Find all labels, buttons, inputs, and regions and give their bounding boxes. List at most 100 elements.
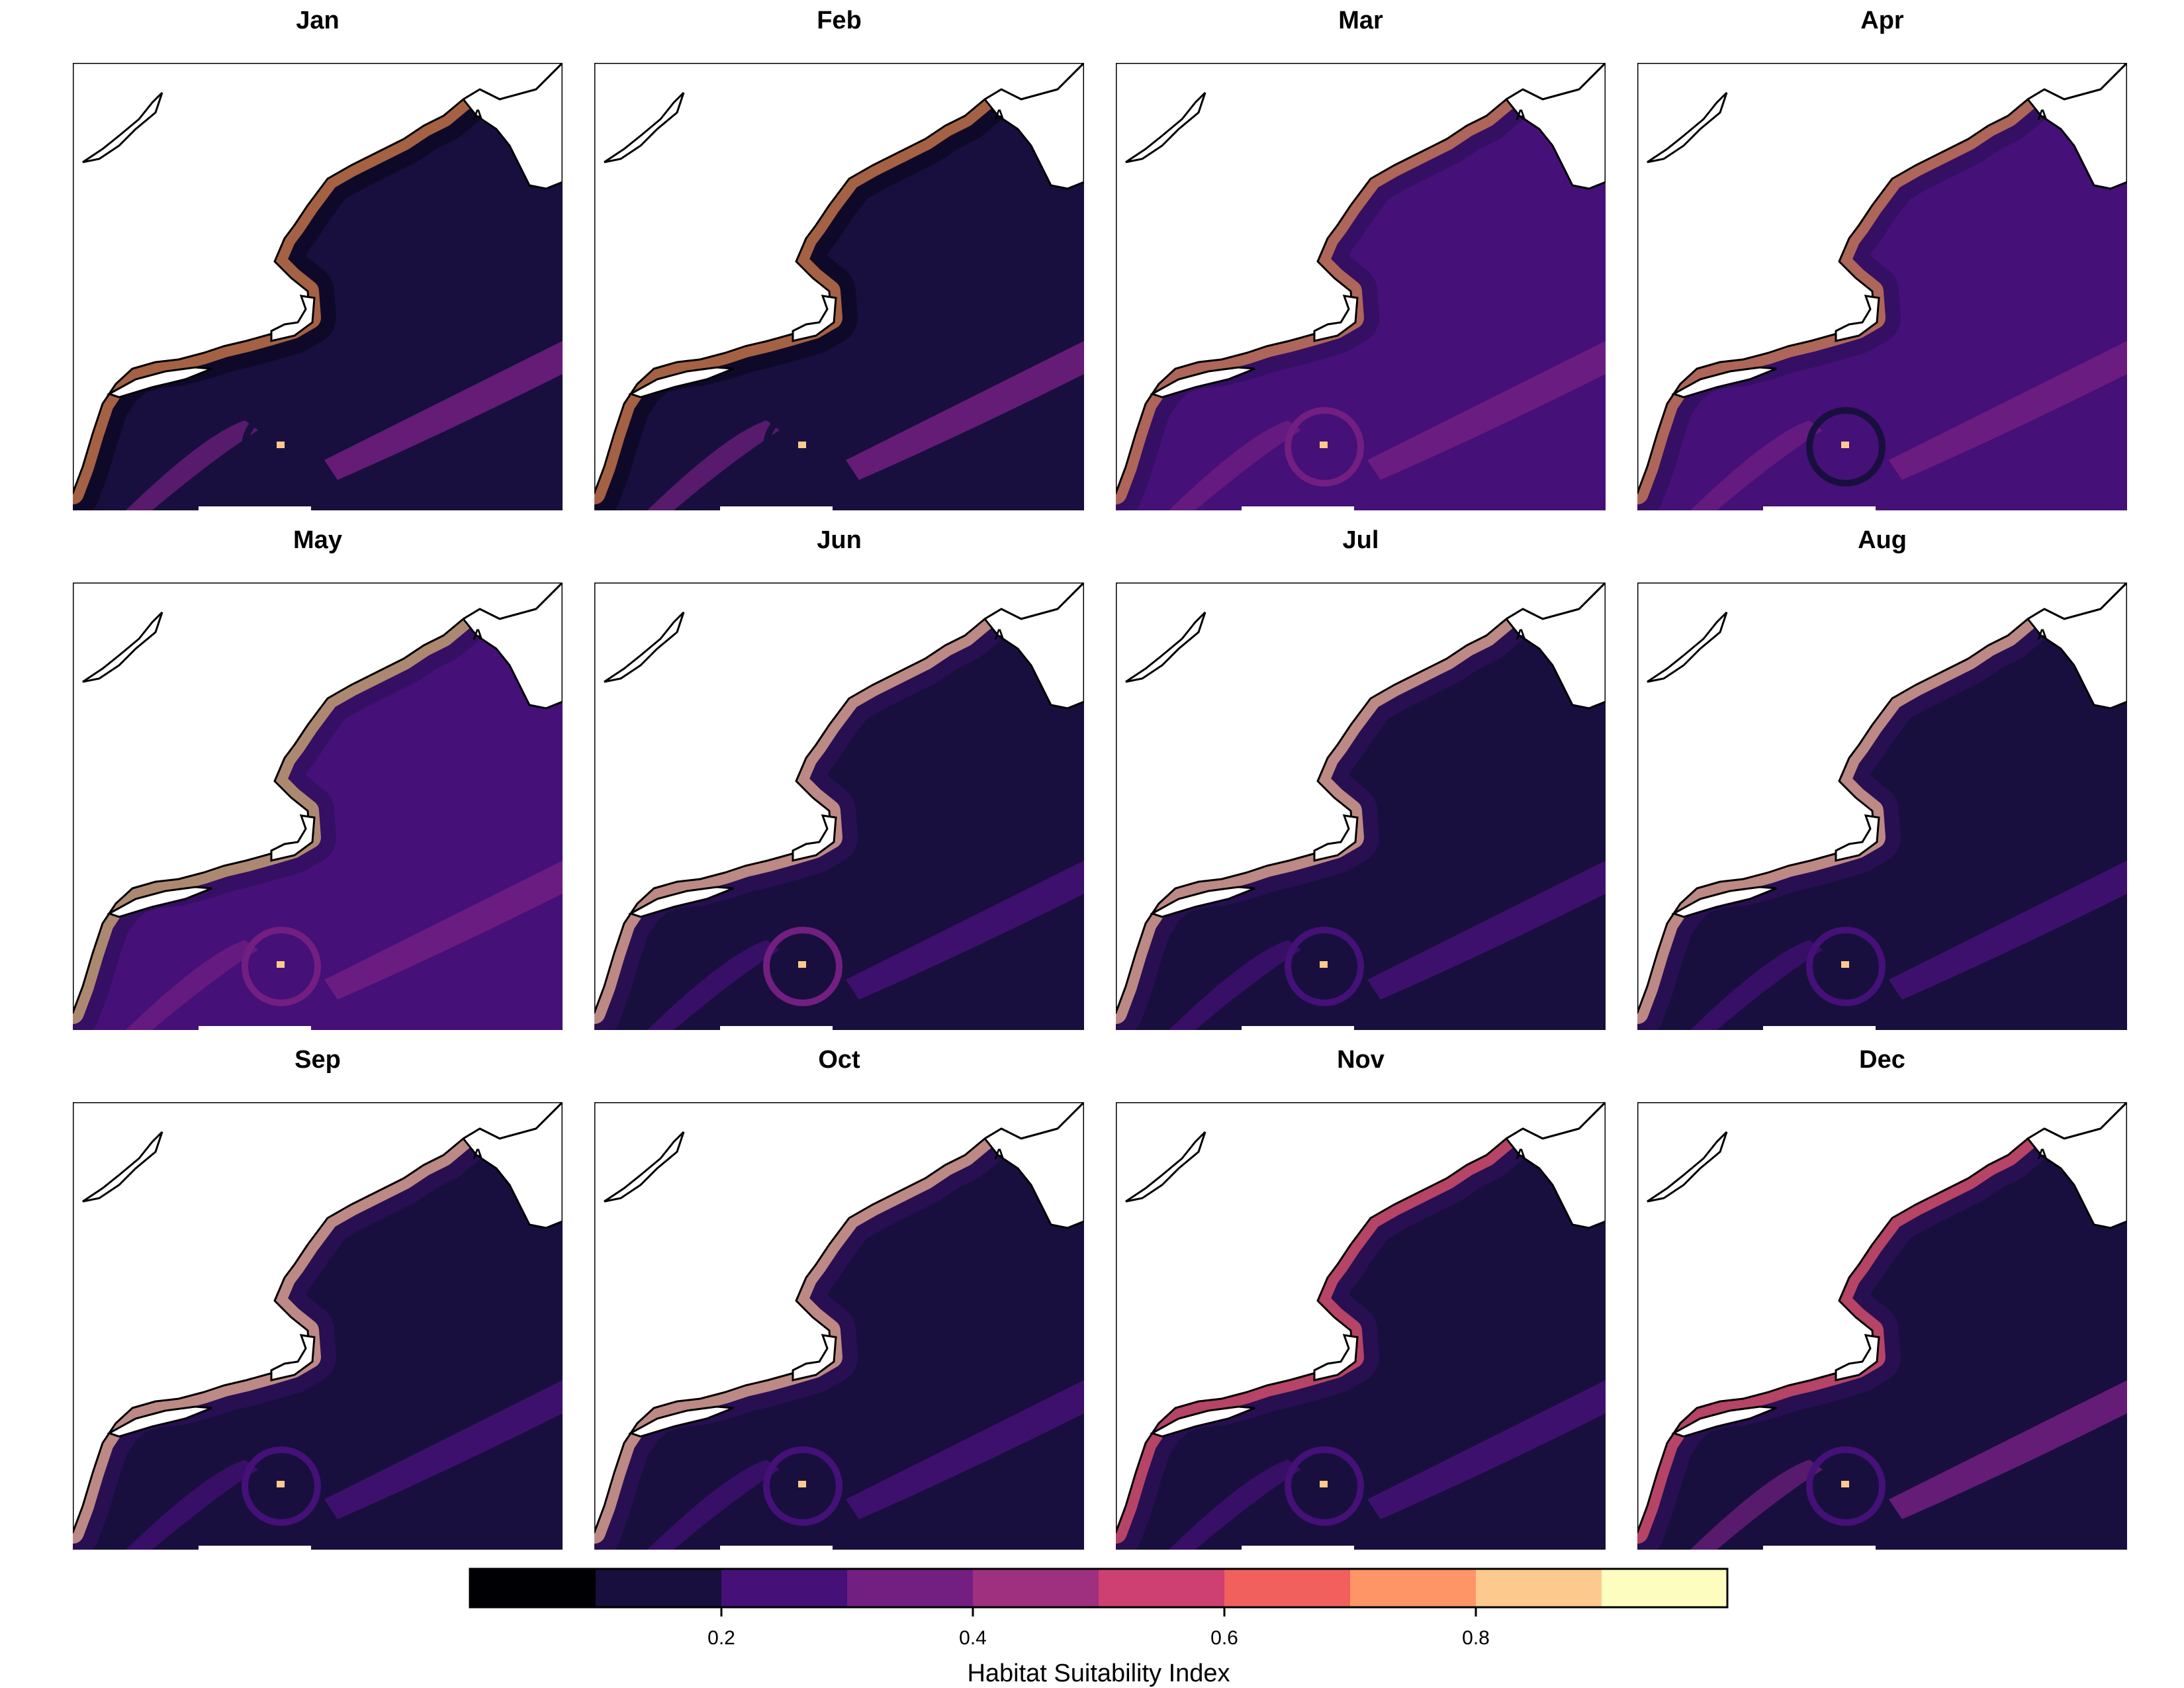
sea-raster: A xyxy=(1637,1102,2127,1550)
island-ring xyxy=(1806,407,1886,487)
shelf-edge-streak xyxy=(1367,861,1606,1000)
inland-waterway-outline xyxy=(1647,1131,1728,1203)
map-panel-may: May A xyxy=(73,526,563,1031)
southern-streak xyxy=(1169,1460,1301,1550)
map-label: A xyxy=(2037,626,2048,643)
panel-title-mar: Mar xyxy=(1338,7,1383,34)
mainland xyxy=(1116,1102,1606,1534)
map-label: A xyxy=(1516,1146,1526,1162)
southern-streak xyxy=(1690,940,1823,1030)
legend-title: Habitat Suitability Index xyxy=(967,1660,1230,1687)
legend-tick-label: 0.2 xyxy=(707,1627,735,1649)
island-cell xyxy=(1320,961,1328,968)
long-island xyxy=(1671,366,1777,399)
long-island xyxy=(628,886,734,918)
sea-raster: A xyxy=(594,1102,1084,1550)
shelf-edge-streak xyxy=(1367,341,1606,480)
map-label: A xyxy=(473,626,483,643)
long-island xyxy=(1150,1405,1255,1438)
legend-swatch xyxy=(721,1569,848,1607)
island-ring xyxy=(1285,1446,1364,1526)
map-label: A xyxy=(473,107,483,123)
shelf-edge-streak xyxy=(846,341,1084,480)
legend-swatch xyxy=(973,1569,1099,1607)
map-panel-apr: Apr A xyxy=(1637,7,2127,512)
southern-streak xyxy=(1690,1460,1823,1550)
cape-cod xyxy=(792,814,837,862)
southern-streak xyxy=(647,940,780,1030)
cape-cod xyxy=(1313,814,1359,862)
legend-swatch xyxy=(1224,1569,1351,1607)
nova-scotia-land xyxy=(983,1102,1084,1229)
long-island xyxy=(107,1405,212,1438)
map-label: A xyxy=(473,1146,483,1162)
sea-raster: A xyxy=(1637,63,2127,510)
cape-cod xyxy=(270,1334,316,1382)
sea-raster: A xyxy=(73,63,563,510)
nova-scotia-land xyxy=(462,63,563,190)
long-island xyxy=(1671,886,1777,918)
island-ring xyxy=(1806,1446,1886,1526)
long-island xyxy=(107,886,212,918)
shelf-edge-streak xyxy=(1889,861,2127,1000)
southern-streak xyxy=(647,420,780,510)
sea-raster: A xyxy=(73,583,563,1030)
panel-title-nov: Nov xyxy=(1337,1046,1385,1074)
island-ring xyxy=(763,1446,842,1526)
nova-scotia-land xyxy=(1505,1102,1606,1229)
legend-swatch xyxy=(1099,1569,1225,1607)
map-panel-jan: Jan A xyxy=(73,7,563,512)
island-cell xyxy=(1320,442,1328,448)
mainland xyxy=(73,583,563,1014)
island-ring xyxy=(242,407,321,487)
map-label: A xyxy=(994,626,1005,643)
mainland xyxy=(1637,1102,2127,1534)
legend-swatch xyxy=(1602,1569,1728,1607)
panel-title-may: May xyxy=(293,526,342,554)
nova-scotia-land xyxy=(1505,583,1606,710)
long-island xyxy=(1150,886,1255,918)
island-cell xyxy=(1841,1481,1849,1487)
legend-tick-label: 0.4 xyxy=(959,1627,987,1649)
cape-cod xyxy=(792,295,837,342)
legend-ticks: 0.2 0.4 0.6 0.8 xyxy=(707,1607,1490,1649)
panel-title-jan: Jan xyxy=(296,7,339,34)
mainland xyxy=(73,63,563,494)
map-label: A xyxy=(994,1146,1005,1162)
southern-streak xyxy=(126,1460,258,1550)
map-panel-feb: Feb A xyxy=(594,7,1084,512)
southern-streak xyxy=(647,1460,780,1550)
habitat-suitability-legend: 0.2 0.4 0.6 0.8 Habitat Suitability Index xyxy=(469,1568,1729,1687)
island-cell xyxy=(277,1481,285,1487)
southern-streak xyxy=(126,940,258,1030)
nova-scotia-land xyxy=(462,1102,563,1229)
legend-tick-label: 0.6 xyxy=(1210,1627,1238,1649)
shelf-edge-streak xyxy=(846,1380,1084,1519)
long-island xyxy=(628,1405,734,1438)
legend-color-bar xyxy=(470,1569,1728,1607)
mainland xyxy=(594,1102,1084,1534)
mainland xyxy=(1637,63,2127,494)
legend-swatch xyxy=(847,1569,974,1607)
panel-title-oct: Oct xyxy=(818,1046,860,1074)
mainland xyxy=(73,1102,563,1534)
shelf-edge-streak xyxy=(1889,341,2127,480)
panel-title-jun: Jun xyxy=(817,526,862,554)
map-panel-oct: Oct A xyxy=(594,1046,1084,1551)
map-panel-jun: Jun A xyxy=(594,526,1084,1031)
sea-raster: A xyxy=(1116,63,1606,510)
long-island xyxy=(1150,366,1255,399)
cape-cod xyxy=(270,814,316,862)
nova-scotia-land xyxy=(983,63,1084,190)
mainland xyxy=(1637,583,2127,1014)
island-ring xyxy=(1806,927,1886,1006)
inland-waterway-outline xyxy=(604,611,685,683)
cape-cod xyxy=(1313,295,1359,342)
sea-raster: A xyxy=(594,583,1084,1030)
inland-waterway-outline xyxy=(82,1131,163,1203)
panel-title-jul: Jul xyxy=(1343,526,1379,554)
sea-raster: A xyxy=(1637,583,2127,1030)
island-cell xyxy=(798,961,806,968)
map-panel-sep: Sep A xyxy=(73,1046,563,1551)
shelf-edge-streak xyxy=(324,341,563,480)
